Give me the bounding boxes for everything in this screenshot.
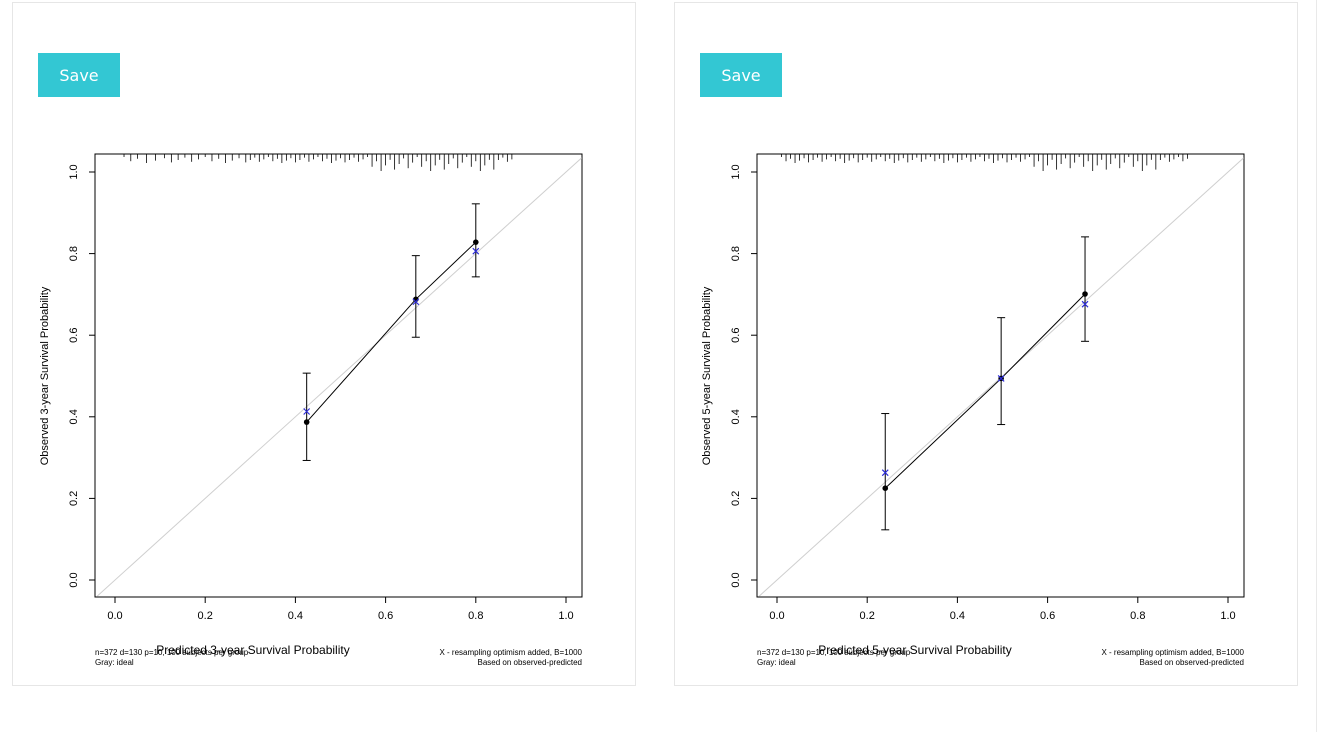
y-tick-label: 0.8 — [68, 246, 80, 261]
y-tick-label: 0.6 — [68, 328, 80, 343]
x-tick-label: 0.8 — [1130, 610, 1145, 622]
x-tick-label: 0.8 — [468, 610, 483, 622]
plot-frame — [94, 153, 583, 598]
plot-frame — [756, 153, 1245, 598]
footnote-gray: Gray: ideal — [95, 658, 134, 667]
y-tick-label: 0.8 — [730, 246, 742, 261]
y-tick-label: 0.4 — [730, 409, 742, 424]
x-tick-label: 1.0 — [1220, 610, 1235, 622]
y-tick-label: 0.2 — [730, 491, 742, 506]
footnote-n: n=372 d=130 p=10, 100 subjects per group — [95, 648, 249, 657]
save-button[interactable]: Save — [38, 53, 120, 97]
corrected-point — [1081, 300, 1089, 308]
calibration-plot-3year: 0.0 0.2 0.4 0.6 0.8 1.0 0.0 0.2 0.4 0.6 0.8 1.0 Pred… — [39, 153, 583, 667]
calibration-panel-5year: Save 0.0 0.2 0.4 0.6 0.8 1.0 0.0 0.2 0.4 0.6 0.8 1.… — [674, 2, 1298, 686]
footnote-optimism: X - resampling optimism added, B=1000 — [439, 648, 582, 657]
x-tick-label: 1.0 — [558, 610, 573, 622]
footnote-based: Based on observed-predicted — [477, 658, 582, 667]
footnote-gray: Gray: ideal — [757, 658, 796, 667]
x-axis-label: Predicted 5-year Survival Probability — [818, 643, 1011, 657]
corrected-point — [472, 247, 480, 255]
footnote-based: Based on observed-predicted — [1139, 658, 1244, 667]
x-tick-label: 0.2 — [198, 610, 213, 622]
corrected-point — [412, 298, 420, 306]
observed-point — [473, 239, 479, 245]
corrected-point — [881, 469, 889, 477]
y-tick-label: 0.0 — [68, 572, 80, 587]
observed-point — [1082, 291, 1088, 297]
x-tick-label: 0.0 — [107, 610, 122, 622]
y-tick-label: 0.2 — [68, 491, 80, 506]
footnote-optimism: X - resampling optimism added, B=1000 — [1101, 648, 1244, 657]
x-tick-label: 0.4 — [950, 610, 965, 622]
save-button[interactable]: Save — [700, 53, 782, 97]
observed-point — [303, 419, 310, 425]
x-tick-label: 0.0 — [769, 610, 784, 622]
x-tick-label: 0.2 — [860, 610, 875, 622]
y-tick-label: 1.0 — [730, 164, 742, 179]
x-tick-label: 0.6 — [1040, 610, 1055, 622]
scrollbar-track[interactable] — [1316, 0, 1317, 732]
y-tick-label: 0.4 — [68, 409, 80, 424]
y-tick-label: 1.0 — [68, 164, 80, 179]
calibration-panel-3year: Save 0.0 0.2 0.4 0.6 0.8 1.0 0.0 0.2 0.4 0.6 0.8 1.… — [12, 2, 636, 686]
y-tick-label: 0.6 — [730, 328, 742, 343]
x-axis-label: Predicted 3-year Survival Probability — [156, 643, 349, 657]
ideal-line — [96, 157, 583, 597]
y-tick-label: 0.0 — [730, 572, 742, 587]
observed-line — [306, 241, 477, 423]
y-axis-label: Observed 5-year Survival Probability — [701, 286, 713, 465]
footnote-n: n=372 d=130 p=10, 100 subjects per group — [757, 648, 911, 657]
x-tick-label: 0.6 — [378, 610, 393, 622]
observed-point — [882, 485, 889, 492]
corrected-point — [997, 375, 1005, 382]
y-axis-label: Observed 3-year Survival Probability — [39, 286, 51, 465]
calibration-plot-5year: 0.0 0.2 0.4 0.6 0.8 1.0 0.0 0.2 0.4 0.6 0.8 1.0 Pred… — [701, 153, 1245, 667]
corrected-point — [303, 408, 311, 415]
x-tick-label: 0.4 — [288, 610, 303, 622]
